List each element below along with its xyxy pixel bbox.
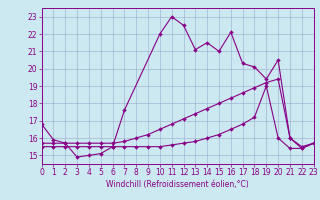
X-axis label: Windchill (Refroidissement éolien,°C): Windchill (Refroidissement éolien,°C) [106, 180, 249, 189]
